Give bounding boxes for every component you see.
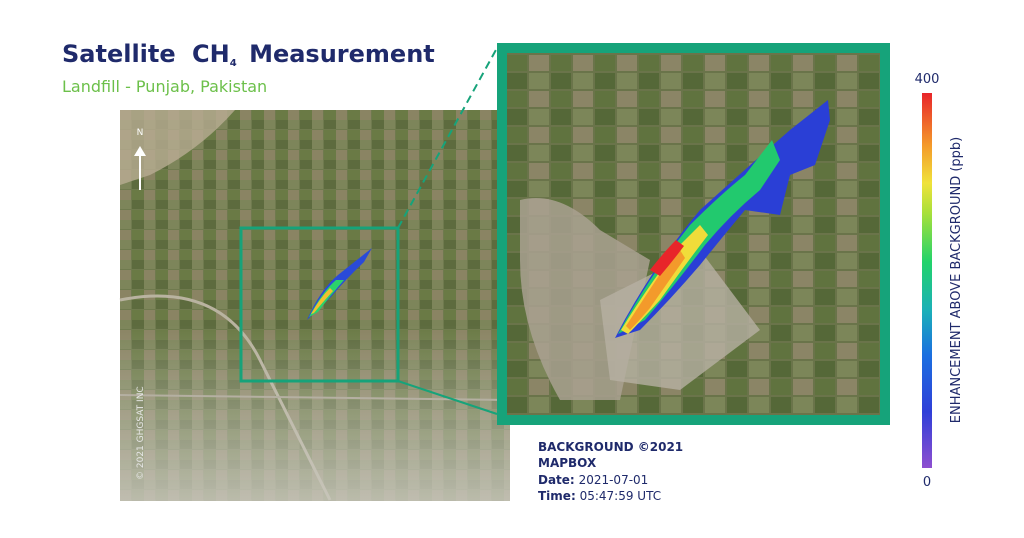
colorbar-tick-label: 400 (915, 72, 940, 87)
title-rest: Measurement (249, 40, 435, 68)
overview-map: N © 2021 GHGSAT INC (119, 47, 511, 501)
date: 2021-07-01 (579, 473, 649, 487)
title: Satellite CH4 Measurement (62, 40, 435, 72)
time-label: Time: (538, 489, 576, 503)
north-label: N (137, 128, 144, 138)
copyright: © 2021 GHGSAT INC (136, 386, 146, 480)
title-gas: CH (192, 40, 230, 68)
colorbar-tick-label: 0 (923, 475, 931, 490)
colorbar-label: ENHANCEMENT ABOVE BACKGROUND (ppb) (949, 137, 964, 423)
subtitle: Landfill - Punjab, Pakistan (62, 77, 267, 96)
background-provider: MAPBOX (538, 456, 597, 470)
time: 05:47:59 UTC (580, 489, 662, 503)
inset-map (497, 43, 890, 425)
background-credit: BACKGROUND ©2021 (538, 440, 683, 454)
colorbar: ENHANCEMENT ABOVE BACKGROUND (ppb) (922, 93, 964, 468)
inset-box (239, 226, 400, 383)
date-label: Date: (538, 473, 575, 487)
colorbar-gradient (922, 93, 932, 468)
title-main: Satellite (62, 40, 176, 68)
date-line: Date: 2021-07-01 (538, 473, 648, 487)
title-subscript: 4 (230, 58, 237, 69)
time-line: Time: 05:47:59 UTC (538, 489, 661, 503)
